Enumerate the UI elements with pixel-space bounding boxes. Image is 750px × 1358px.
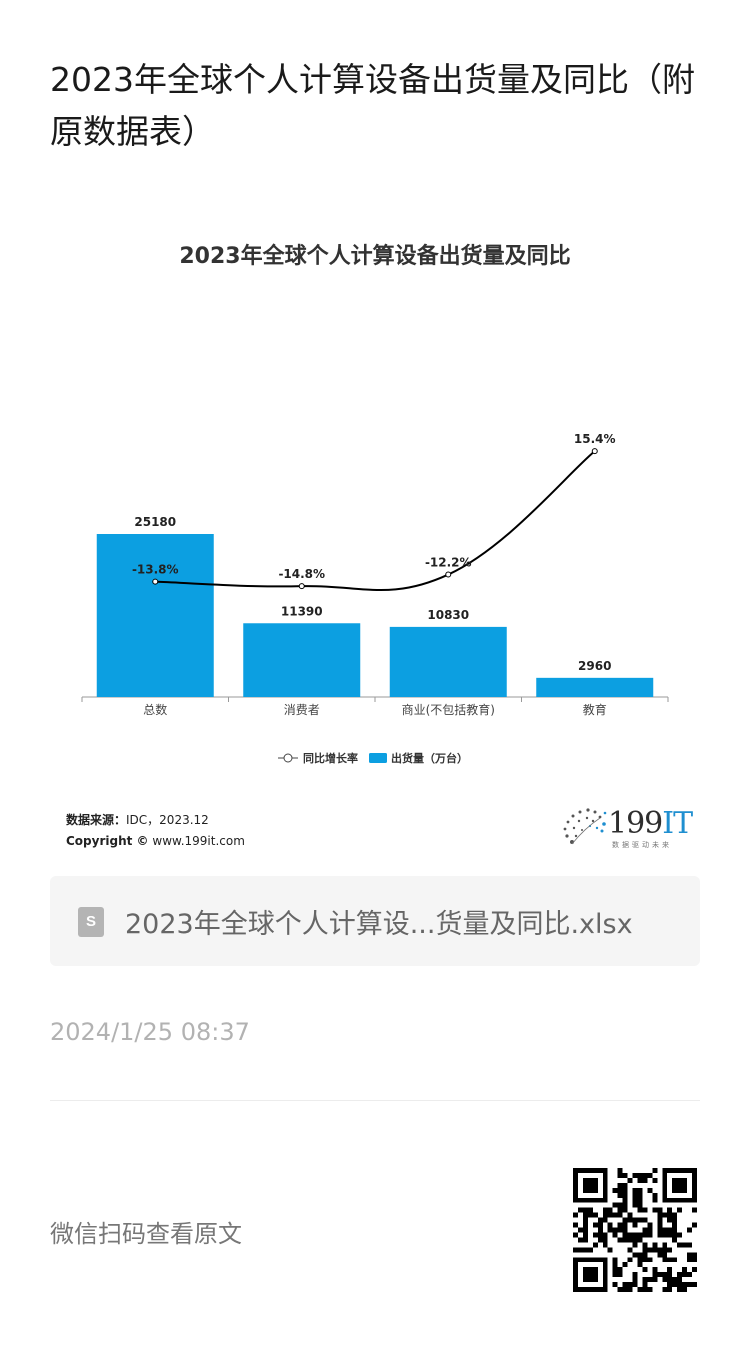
legend-bar-swatch — [369, 753, 387, 763]
copyright-site: www.199it.com — [152, 834, 245, 848]
logo-slogan: 数据驱动未来 — [612, 841, 672, 849]
attachment-filename[interactable]: 2023年全球个人计算设...货量及同比.xlsx — [125, 909, 633, 940]
199it-logo: 199IT 数据驱动未来 — [560, 804, 700, 854]
growth-rate-label: -14.8% — [278, 567, 325, 581]
x-tick-label: 消费者 — [284, 703, 320, 717]
bar — [389, 626, 507, 697]
bar-data-label: 2960 — [578, 659, 611, 673]
bar — [243, 623, 361, 697]
legend-entry-shipments: 出货量（万台） — [391, 751, 468, 765]
divider — [50, 1100, 700, 1101]
post-timestamp: 2024/1/25 08:37 — [50, 1018, 250, 1046]
source-label: 数据来源： — [66, 813, 127, 827]
growth-rate-point — [152, 578, 159, 585]
logo-wordmark: 199IT — [608, 806, 693, 841]
spreadsheet-file-icon: S — [78, 907, 104, 937]
data-source: 数据来源：IDC，2023.12 Copyright © www.199it.c… — [66, 810, 245, 852]
dandelion-logo-icon — [563, 808, 607, 845]
x-tick-label: 总数 — [143, 702, 167, 717]
growth-rate-point — [591, 448, 598, 455]
x-tick-label: 商业(不包括教育) — [402, 702, 495, 717]
bar-line-chart: 25180 总数 11390 消费者 10830 商业(不包括教育) 2960 教育 -13.8… — [81, 432, 669, 765]
x-tick-label: 教育 — [583, 702, 607, 717]
chart-title: 2023年全球个人计算设备出货量及同比 — [179, 244, 571, 269]
bar-data-label: 11390 — [281, 604, 323, 618]
legend-line-dot — [283, 753, 293, 763]
growth-rate-line — [155, 450, 596, 592]
growth-rate-label: -13.8% — [132, 563, 179, 577]
qr-label: 微信扫码查看原文 — [50, 1220, 242, 1248]
copyright-label: Copyright © — [66, 834, 149, 848]
legend-entry-growth-rate: 同比增长率 — [303, 751, 358, 765]
bar — [536, 677, 654, 697]
growth-rate-label: -12.2% — [425, 556, 472, 570]
growth-rate-label: 15.4% — [574, 432, 616, 446]
bar — [96, 534, 214, 697]
growth-rate-point — [445, 571, 452, 578]
article-title: 2023年全球个人计算设备出货量及同比（附原数据表） — [50, 60, 695, 151]
growth-rate-point — [298, 583, 305, 590]
attachment-card[interactable]: S 2023年全球个人计算设...货量及同比.xlsx — [50, 876, 700, 966]
bar-data-label: 25180 — [134, 515, 176, 529]
qr-code-icon[interactable] — [573, 1168, 697, 1292]
source-text: IDC，2023.12 — [126, 813, 209, 827]
bar-data-label: 10830 — [427, 608, 469, 622]
